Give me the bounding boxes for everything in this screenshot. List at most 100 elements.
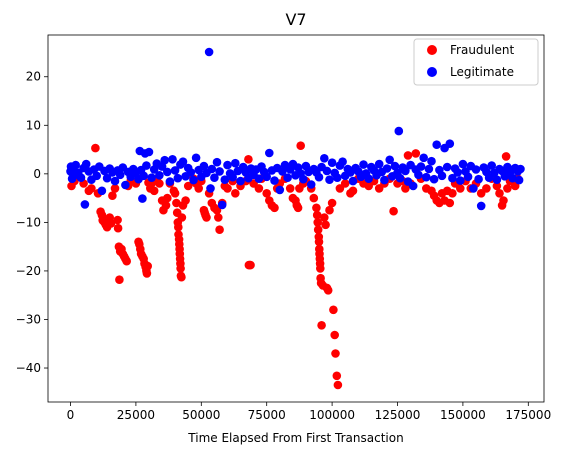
point-legitimate: [327, 158, 337, 167]
point-fraudulent: [254, 184, 264, 193]
point-legitimate: [262, 172, 272, 182]
point-legitimate: [81, 159, 91, 169]
point-fraudulent: [161, 201, 171, 210]
point-legitimate: [492, 175, 502, 184]
point-legitimate: [165, 177, 175, 186]
point-legitimate: [453, 168, 463, 177]
point-legitimate: [160, 155, 169, 165]
point-legitimate: [333, 173, 342, 182]
point-legitimate: [348, 176, 358, 186]
point-legitimate: [395, 173, 405, 183]
point-legitimate: [359, 160, 368, 169]
point-fraudulent: [172, 198, 181, 208]
point-legitimate: [283, 173, 292, 182]
point-legitimate: [474, 174, 483, 184]
y-tick-label: −10: [16, 215, 41, 229]
point-fraudulent: [91, 143, 100, 153]
point-fraudulent: [215, 225, 224, 234]
legend-label-legitimate: Legitimate: [450, 65, 514, 79]
point-legitimate: [142, 161, 151, 170]
point-fraudulent: [262, 189, 272, 198]
point-fraudulent: [194, 184, 203, 193]
legend-marker-legitimate: [427, 67, 437, 77]
point-legitimate: [270, 176, 279, 185]
point-legitimate: [275, 185, 285, 195]
point-legitimate: [422, 172, 431, 182]
point-legitimate: [314, 172, 324, 182]
point-legitimate: [155, 171, 164, 180]
point-legitimate: [458, 159, 468, 169]
point-fraudulent: [177, 213, 187, 222]
point-legitimate: [463, 172, 473, 182]
x-tick-label: 25000: [117, 408, 155, 422]
point-fraudulent: [246, 260, 255, 270]
point-fraudulent: [113, 223, 123, 233]
point-fraudulent: [177, 272, 186, 282]
point-fraudulent: [448, 189, 457, 198]
point-legitimate: [206, 184, 215, 193]
point-fraudulent: [492, 181, 502, 191]
point-legitimate: [471, 165, 481, 174]
point-fraudulent: [163, 193, 172, 203]
y-axis: 20 10 0 −10 −20 −30 −40: [16, 70, 48, 375]
point-fraudulent: [482, 184, 491, 193]
point-legitimate: [469, 184, 478, 193]
x-tick-label: 150000: [440, 408, 486, 422]
point-legitimate: [92, 171, 101, 181]
point-legitimate: [445, 139, 455, 148]
point-fraudulent: [108, 191, 117, 200]
point-fraudulent: [403, 151, 413, 160]
point-legitimate: [173, 173, 183, 183]
point-fraudulent: [495, 189, 504, 198]
point-legitimate: [265, 148, 274, 158]
point-fraudulent: [313, 225, 323, 234]
point-fraudulent: [183, 181, 193, 191]
point-fraudulent: [174, 222, 183, 232]
point-fraudulent: [181, 196, 190, 205]
point-legitimate: [97, 186, 107, 196]
point-fraudulent: [323, 286, 333, 295]
y-tick-label: −20: [16, 264, 41, 278]
point-legitimate: [110, 176, 120, 186]
point-fraudulent: [309, 193, 319, 203]
point-legitimate: [168, 155, 177, 164]
y-tick-label: −40: [16, 361, 41, 375]
point-legitimate: [429, 174, 439, 184]
point-legitimate: [299, 174, 308, 184]
point-legitimate: [364, 174, 374, 183]
legend-label-fraudulent: Fraudulent: [450, 43, 514, 57]
point-legitimate: [432, 140, 442, 149]
point-fraudulent: [316, 264, 325, 273]
x-tick-label: 75000: [248, 408, 286, 422]
point-fraudulent: [110, 184, 120, 193]
point-legitimate: [231, 158, 240, 168]
point-legitimate: [380, 175, 389, 185]
y-tick-label: 0: [33, 167, 41, 181]
point-legitimate: [487, 161, 497, 170]
point-fraudulent: [115, 275, 124, 285]
point-legitimate: [139, 171, 148, 181]
point-legitimate: [191, 153, 201, 163]
point-legitimate: [147, 173, 156, 182]
plot-frame: [47, 34, 545, 403]
point-legitimate: [189, 175, 198, 185]
point-fraudulent: [231, 189, 240, 198]
point-fraudulent: [321, 220, 330, 230]
point-fraudulent: [313, 218, 323, 227]
point-legitimate: [419, 153, 429, 163]
point-legitimate: [121, 180, 130, 190]
point-fraudulent: [325, 205, 334, 215]
x-tick-label: 50000: [182, 408, 220, 422]
point-legitimate: [220, 175, 230, 184]
point-legitimate: [207, 164, 217, 174]
legend-box: [413, 38, 539, 86]
x-tick-label: 100000: [309, 408, 355, 422]
point-fraudulent: [214, 213, 223, 222]
point-fraudulent: [333, 380, 343, 390]
x-tick-label: 0: [67, 408, 75, 422]
point-fraudulent: [329, 305, 338, 315]
point-fraudulent: [501, 152, 511, 161]
point-legitimate: [144, 147, 154, 157]
